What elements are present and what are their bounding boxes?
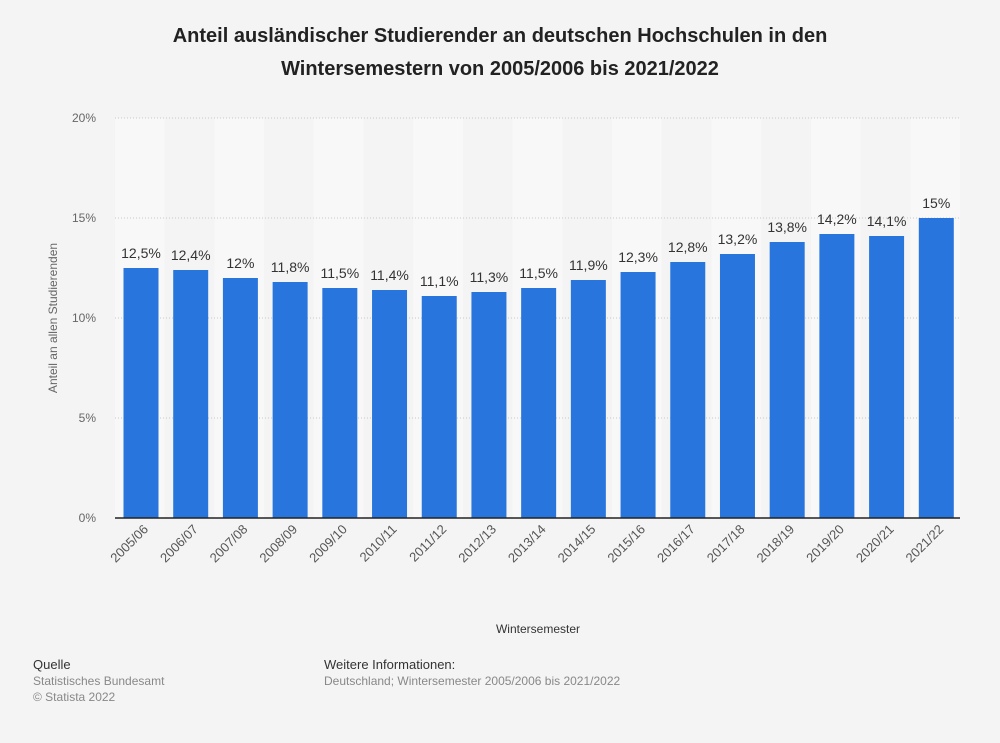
source-block: Quelle Statistisches Bundesamt © Statist… — [33, 657, 164, 705]
info-text: Deutschland; Wintersemester 2005/2006 bi… — [324, 674, 621, 688]
info-block: Weitere Informationen: Deutschland; Wint… — [324, 657, 620, 689]
data-label: 11,5% — [320, 265, 359, 281]
x-tick-label: 2015/16 — [604, 522, 648, 566]
data-label: 13,2% — [718, 231, 758, 247]
bar — [471, 292, 507, 518]
y-tick-label: 10% — [72, 311, 96, 325]
bar — [918, 218, 954, 518]
x-tick-label: 2012/13 — [455, 522, 499, 566]
x-tick-label: 2018/19 — [753, 522, 797, 566]
data-label: 11,9% — [569, 257, 608, 273]
y-tick-label: 15% — [72, 211, 96, 225]
bar — [372, 290, 408, 518]
bar — [521, 288, 557, 518]
bar — [123, 268, 159, 518]
bar — [769, 242, 805, 518]
y-axis-title: Anteil an allen Studierenden — [46, 243, 60, 393]
x-tick-label: 2008/09 — [256, 522, 300, 566]
bar — [570, 280, 606, 518]
bar — [620, 272, 656, 518]
data-label: 12,8% — [668, 239, 708, 255]
bar — [222, 278, 258, 518]
bar — [272, 282, 308, 518]
data-label: 14,1% — [867, 213, 907, 229]
x-tick-label: 2007/08 — [207, 522, 251, 566]
data-label: 15% — [922, 195, 950, 211]
data-label: 12% — [226, 255, 254, 271]
copyright: © Statista 2022 — [33, 690, 116, 704]
bar — [173, 270, 209, 518]
data-label: 12,4% — [171, 247, 211, 263]
y-tick-label: 0% — [79, 511, 97, 525]
x-tick-label: 2006/07 — [157, 522, 201, 566]
x-tick-label: 2005/06 — [107, 522, 151, 566]
x-tick-label: 2016/17 — [654, 522, 698, 566]
bar — [719, 254, 755, 518]
data-label: 14,2% — [817, 211, 857, 227]
x-tick-label: 2014/15 — [555, 522, 599, 566]
x-tick-label: 2013/14 — [505, 522, 549, 566]
source-heading: Quelle — [33, 657, 71, 672]
x-tick-label: 2021/22 — [903, 522, 947, 566]
data-label: 11,3% — [470, 269, 509, 285]
bar — [421, 296, 457, 518]
data-label: 11,1% — [420, 273, 459, 289]
data-label: 11,8% — [271, 259, 310, 275]
x-tick-label: 2017/18 — [704, 522, 748, 566]
y-tick-label: 20% — [72, 111, 96, 125]
source-text: Statistisches Bundesamt — [33, 674, 165, 688]
data-label: 12,3% — [618, 249, 658, 265]
chart-title: Anteil ausländischer Studierender an deu… — [172, 25, 828, 80]
bar — [670, 262, 706, 518]
bar-chart: 0% 5% 10% 15% 20% 12,5% 2005/06 12,4% 2006/07 12%… — [46, 111, 960, 636]
x-tick-label: 2010/11 — [356, 522, 399, 565]
data-label: 12,5% — [121, 245, 161, 261]
data-label: 11,5% — [519, 265, 558, 281]
bar — [869, 236, 905, 518]
data-label: 11,4% — [370, 267, 409, 283]
x-tick-label: 2019/20 — [803, 522, 847, 566]
y-tick-label: 5% — [79, 411, 97, 425]
x-tick-label: 2020/21 — [853, 522, 897, 566]
data-label: 13,8% — [767, 219, 807, 235]
x-tick-label: 2009/10 — [306, 522, 350, 566]
bar — [819, 234, 855, 518]
info-heading: Weitere Informationen: — [324, 657, 456, 672]
x-axis-title: Wintersemester — [496, 622, 580, 636]
bar — [322, 288, 358, 518]
x-tick-label: 2011/12 — [406, 522, 449, 565]
